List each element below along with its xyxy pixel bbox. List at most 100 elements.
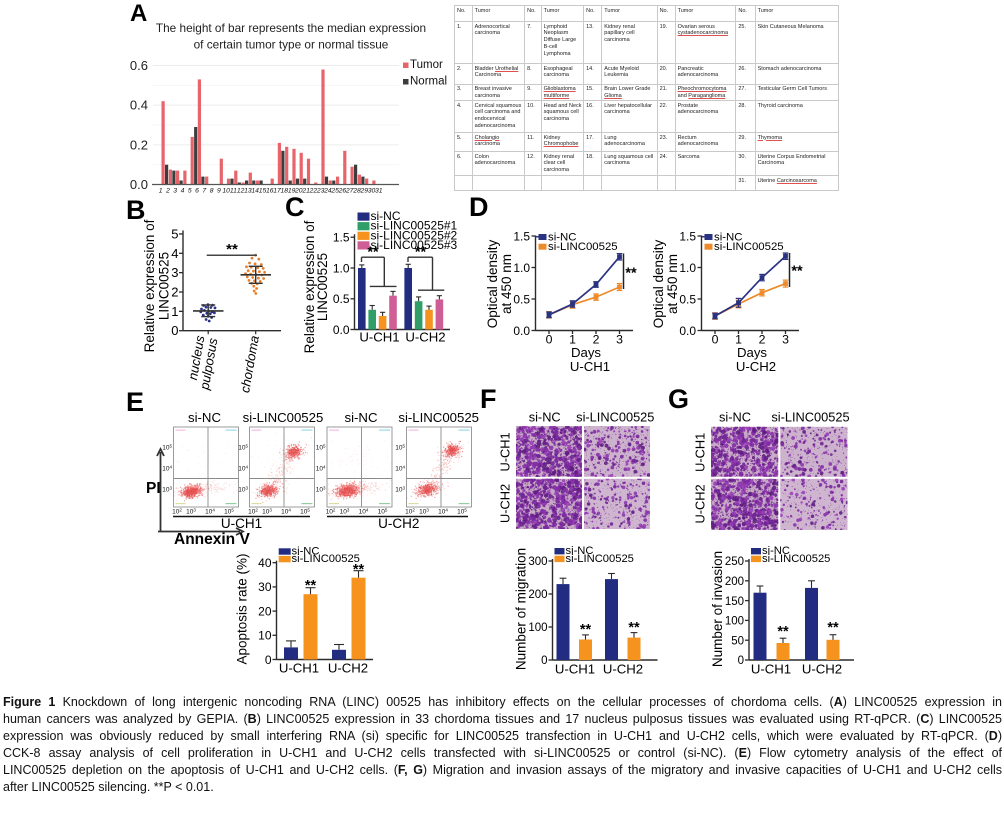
svg-text:3: 3 [782,333,789,347]
svg-text:Annexin V: Annexin V [174,531,250,548]
svg-text:2: 2 [165,188,170,195]
svg-text:Relative expression of: Relative expression of [142,219,157,352]
svg-text:105: 105 [224,508,234,516]
svg-text:U-CH1: U-CH1 [279,661,319,676]
svg-text:10: 10 [222,188,230,195]
svg-text:4: 4 [171,246,178,261]
svg-text:si-LINC00525: si-LINC00525 [548,241,618,253]
svg-text:U-CH2: U-CH2 [378,516,419,531]
svg-text:U-CH2: U-CH2 [603,662,643,677]
svg-text:0: 0 [171,323,178,338]
svg-text:6: 6 [195,188,199,195]
svg-text:105: 105 [162,443,172,451]
svg-text:5: 5 [171,226,178,241]
svg-text:100: 100 [725,616,744,628]
svg-text:Optical density: Optical density [485,239,500,328]
svg-text:3: 3 [173,188,177,195]
svg-text:103: 103 [262,508,272,516]
svg-text:0: 0 [541,655,547,667]
svg-text:200: 200 [528,589,547,601]
svg-text:105: 105 [395,443,405,451]
svg-text:B: B [126,195,146,225]
svg-text:si-NC: si-NC [292,545,320,557]
svg-text:1.5: 1.5 [333,231,350,245]
svg-text:U-CH2: U-CH2 [693,484,708,523]
svg-text:30: 30 [368,188,376,195]
svg-text:8: 8 [210,188,214,195]
svg-text:si-LINC00525: si-LINC00525 [762,553,830,565]
svg-text:E: E [126,387,144,417]
svg-text:0.0: 0.0 [130,177,148,192]
svg-text:**: ** [791,264,803,280]
svg-text:1.5: 1.5 [513,229,530,243]
svg-text:20: 20 [258,604,272,618]
svg-text:9: 9 [217,188,221,195]
svg-text:**: ** [353,562,365,578]
svg-text:U-CH1: U-CH1 [555,662,595,677]
svg-text:29: 29 [360,188,369,195]
svg-text:Optical density: Optical density [651,239,666,328]
svg-text:The height of bar represents t: The height of bar represents the median … [156,21,426,35]
svg-text:U-CH1: U-CH1 [359,330,399,345]
svg-text:**: ** [580,622,592,638]
svg-text:7: 7 [202,188,206,195]
svg-text:102: 102 [248,508,258,516]
svg-text:si-LINC00525: si-LINC00525 [576,410,654,425]
svg-text:105: 105 [238,443,248,451]
svg-text:**: ** [367,245,379,261]
svg-text:150: 150 [725,596,744,608]
svg-text:3: 3 [616,333,623,347]
svg-text:11: 11 [230,188,237,195]
svg-text:U-CH1: U-CH1 [570,359,610,374]
svg-text:Number of migration: Number of migration [514,548,529,670]
svg-text:10: 10 [258,629,272,643]
svg-text:15: 15 [259,188,267,195]
svg-text:104: 104 [238,464,248,472]
svg-text:Tumor: Tumor [410,59,443,71]
svg-text:U-CH2: U-CH2 [328,661,368,676]
svg-text:LINC00525: LINC00525 [157,252,172,320]
svg-text:0: 0 [738,655,744,667]
svg-text:24: 24 [323,188,332,195]
svg-text:Apoptosis rate (%): Apoptosis rate (%) [235,553,250,664]
svg-text:300: 300 [528,556,547,568]
svg-text:0.4: 0.4 [130,98,148,113]
svg-text:28: 28 [352,188,361,195]
svg-text:40: 40 [258,556,272,570]
svg-text:U-CH1: U-CH1 [751,662,791,677]
svg-text:0.5: 0.5 [513,292,530,306]
svg-text:si-LINC00525#3: si-LINC00525#3 [371,238,458,252]
svg-text:2: 2 [171,285,178,300]
svg-text:PI: PI [146,480,161,497]
svg-text:104: 104 [359,508,369,516]
svg-text:25: 25 [330,188,339,195]
svg-text:50: 50 [731,635,744,647]
svg-text:si-LINC00525: si-LINC00525 [566,553,634,565]
svg-text:si-LINC00525: si-LINC00525 [292,553,360,565]
svg-text:1.0: 1.0 [513,261,530,275]
svg-text:105: 105 [316,443,326,451]
svg-text:U-CH1: U-CH1 [221,516,262,531]
svg-text:22: 22 [309,188,318,195]
svg-text:104: 104 [316,464,326,472]
svg-text:F: F [480,384,497,414]
svg-text:13: 13 [244,188,252,195]
svg-text:102: 102 [326,508,336,516]
svg-text:0: 0 [546,333,553,347]
svg-text:U-CH2: U-CH2 [802,662,842,677]
svg-text:1: 1 [159,188,163,195]
svg-text:A: A [130,0,147,27]
svg-text:4: 4 [181,188,185,195]
svg-text:si-LINC00525#1: si-LINC00525#1 [371,219,458,233]
svg-text:**: ** [305,578,317,594]
svg-text:LINC00525: LINC00525 [315,253,330,321]
svg-text:0.5: 0.5 [679,292,696,306]
svg-text:17: 17 [273,188,281,195]
svg-text:0.2: 0.2 [130,137,148,152]
svg-text:104: 104 [162,464,172,472]
svg-text:**: ** [827,620,839,636]
svg-text:si-LINC00525: si-LINC00525 [398,410,479,425]
svg-text:U-CH1: U-CH1 [498,432,513,471]
svg-text:1.0: 1.0 [333,261,350,275]
svg-text:103: 103 [162,486,172,494]
